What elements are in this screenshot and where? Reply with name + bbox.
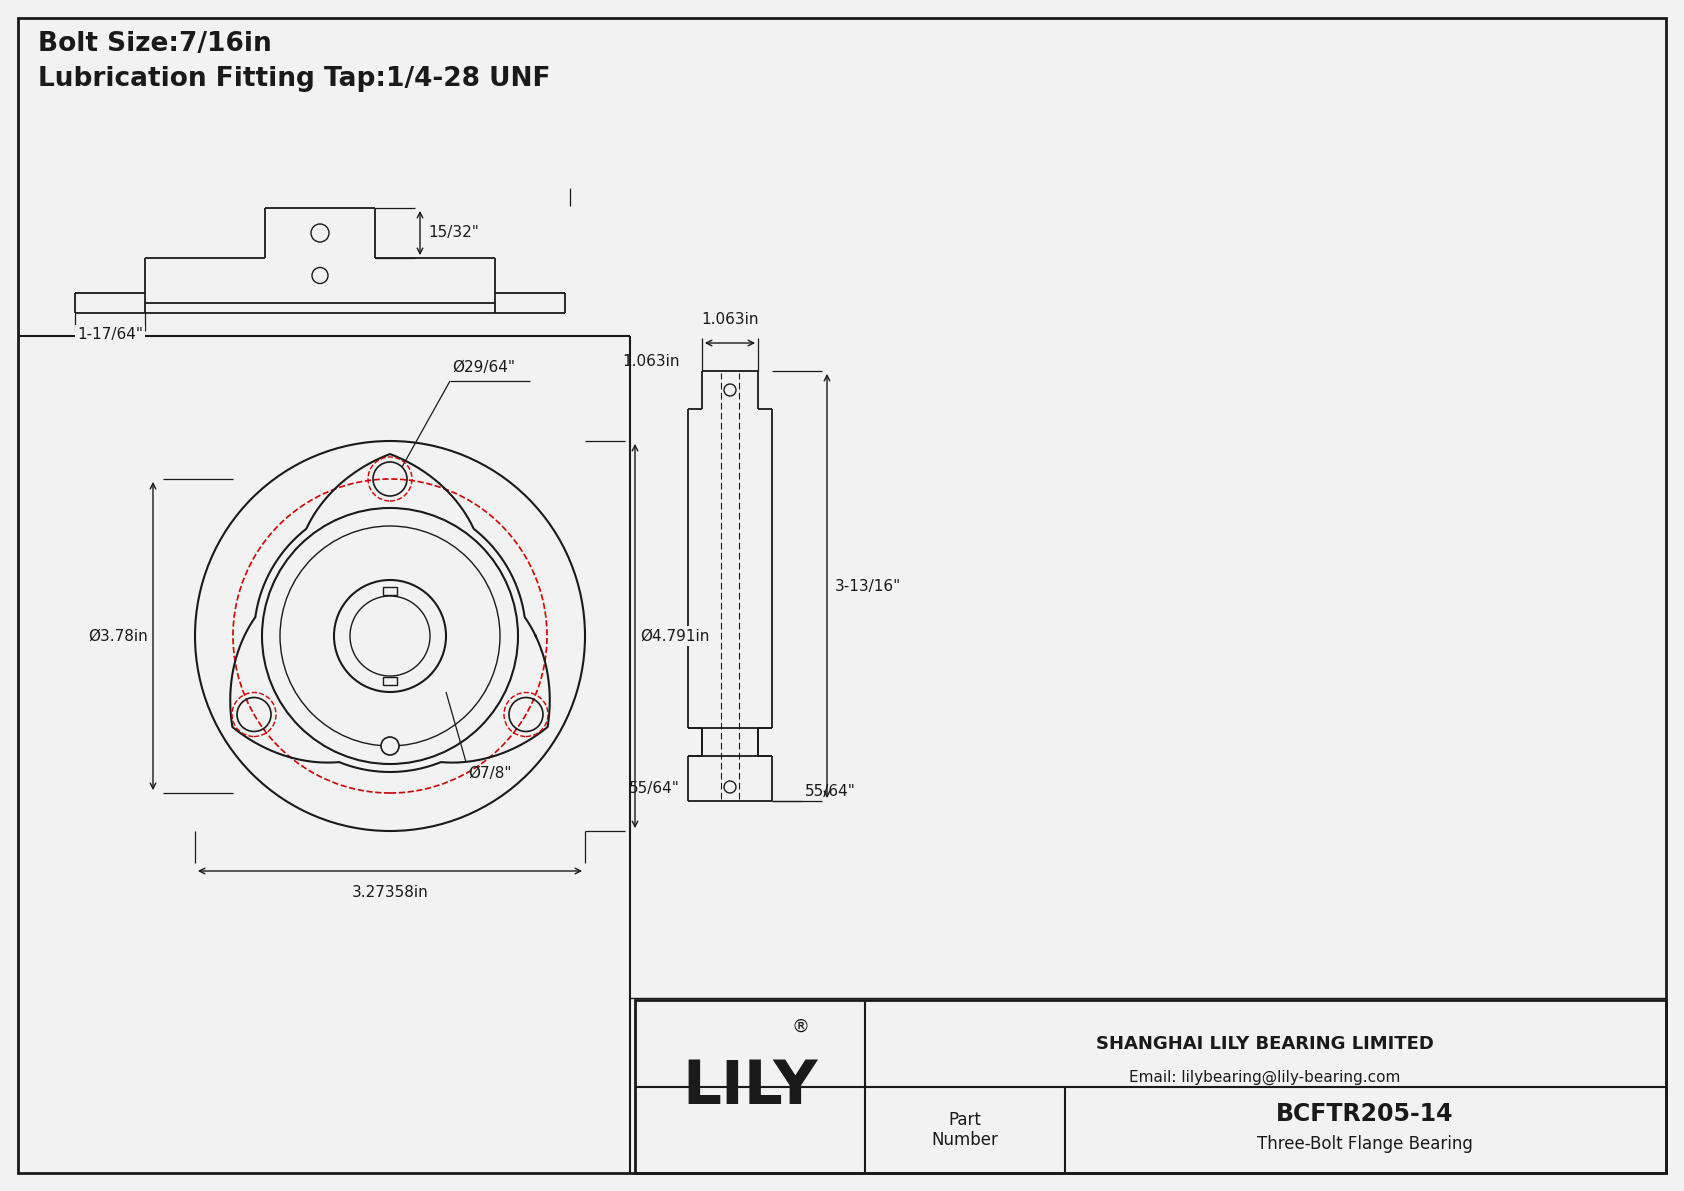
Text: 1.063in: 1.063in — [701, 312, 759, 328]
Text: Email: lilybearing@lily-bearing.com: Email: lilybearing@lily-bearing.com — [1130, 1070, 1401, 1085]
Bar — [635, 1000, 1665, 1173]
Text: ®: ® — [791, 1018, 808, 1036]
Text: Ø4.791in: Ø4.791in — [640, 629, 709, 643]
Circle shape — [312, 224, 328, 242]
Text: Lubrication Fitting Tap:1/4-28 UNF: Lubrication Fitting Tap:1/4-28 UNF — [39, 66, 551, 92]
Circle shape — [724, 384, 736, 395]
Text: 55/64": 55/64" — [805, 784, 855, 799]
Circle shape — [724, 781, 736, 793]
Text: Ø3.78in: Ø3.78in — [88, 629, 148, 643]
Text: 3.27358in: 3.27358in — [352, 885, 428, 900]
FancyBboxPatch shape — [382, 676, 397, 685]
Text: 15/32": 15/32" — [428, 225, 478, 241]
Circle shape — [381, 737, 399, 755]
Circle shape — [312, 268, 328, 283]
Text: Bolt Size:7/16in: Bolt Size:7/16in — [39, 31, 271, 57]
Text: 1-17/64": 1-17/64" — [77, 328, 143, 343]
Text: LILY: LILY — [682, 1058, 818, 1116]
Text: SHANGHAI LILY BEARING LIMITED: SHANGHAI LILY BEARING LIMITED — [1096, 1035, 1435, 1053]
FancyBboxPatch shape — [382, 587, 397, 596]
Text: 55/64": 55/64" — [630, 781, 680, 796]
Text: Three-Bolt Flange Bearing: Three-Bolt Flange Bearing — [1256, 1135, 1474, 1153]
Text: 3-13/16": 3-13/16" — [835, 579, 901, 593]
Text: Part
Number: Part Number — [931, 1110, 999, 1149]
Text: Ø29/64": Ø29/64" — [451, 360, 515, 375]
Text: BCFTR205-14: BCFTR205-14 — [1276, 1102, 1453, 1125]
Text: 1.063in: 1.063in — [623, 354, 680, 368]
Text: Ø7/8": Ø7/8" — [468, 766, 512, 781]
